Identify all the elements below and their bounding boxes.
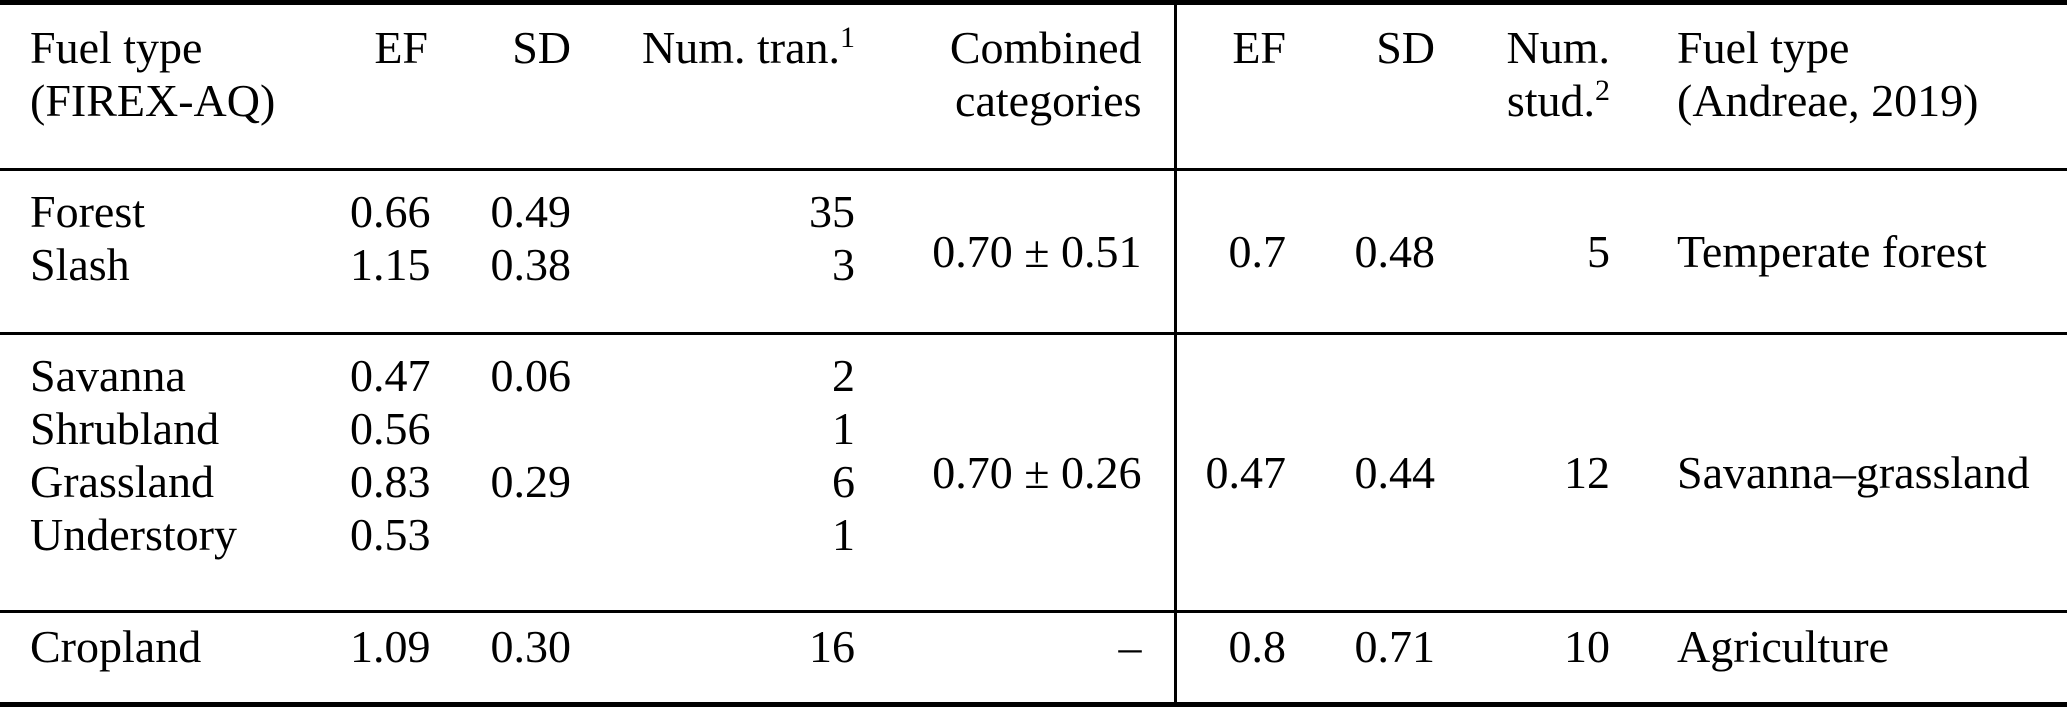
cell-ef-group: 0.47 0.56 0.83 0.53 bbox=[350, 334, 430, 612]
cell-sd-lit: 0.48 bbox=[1354, 226, 1436, 277]
table-row: Savanna Shrubland Grassland Understory 0… bbox=[0, 333, 2067, 612]
cell-sd-lit-label: 0.71 bbox=[1354, 621, 1436, 672]
cell-sd: 0.38 bbox=[490, 239, 572, 290]
cell-num-tran: 35 bbox=[809, 186, 855, 237]
header-num-transects-label: Num. tran.1 bbox=[573, 21, 855, 74]
cell-fuel-label: Cropland bbox=[30, 621, 202, 672]
cell-fuel: Shrubland bbox=[30, 403, 220, 454]
header-num-studies-line2: stud.2 bbox=[1437, 74, 1610, 127]
cell-num-stud: 12 bbox=[1564, 447, 1610, 498]
header-sd-firex-label: SD bbox=[512, 22, 571, 73]
cell-ef-label: 1.09 bbox=[350, 621, 430, 672]
header-row: Fuel type (FIREX-AQ) EF SD Num. tran.1 C… bbox=[0, 2, 2067, 170]
header-num-studies-text: stud. bbox=[1506, 75, 1595, 126]
cell-ef-group: 0.66 1.15 bbox=[350, 170, 430, 334]
header-fuel-type-line1: Fuel type bbox=[30, 22, 203, 73]
table-row: Forest Slash 0.66 1.15 0.49 0.38 35 3 0.… bbox=[0, 169, 2067, 334]
cell-fuel-andreae-label: Agriculture bbox=[1677, 621, 1890, 672]
header-fuel-type-andreae-line1: Fuel type bbox=[1677, 22, 1850, 73]
cell-num-tran: 16 bbox=[573, 612, 857, 705]
cell-ef-lit: 0.47 bbox=[1173, 333, 1288, 612]
header-fuel-type-line2: (FIREX-AQ) bbox=[30, 75, 276, 126]
header-num-transects: Num. tran.1 bbox=[573, 3, 857, 170]
header-ef-andreae: EF bbox=[1173, 2, 1288, 170]
cell-fuel: Slash bbox=[30, 239, 130, 290]
header-ef-firex: EF bbox=[350, 3, 430, 170]
cell-sd: 0.49 bbox=[490, 186, 572, 237]
cell-fuel-group: Savanna Shrubland Grassland Understory bbox=[0, 334, 350, 612]
cell-sd: 0.30 bbox=[430, 612, 573, 705]
cell-ef: 0.83 bbox=[350, 456, 430, 507]
header-sd-firex: SD bbox=[430, 3, 573, 170]
cell-num-tran: 6 bbox=[832, 456, 855, 507]
header-fuel-type-andreae-line2: (Andreae, 2019) bbox=[1677, 75, 1979, 126]
cell-sd: 0.29 bbox=[490, 456, 572, 507]
footnote-1-marker: 1 bbox=[840, 20, 855, 54]
footnote-2-marker: 2 bbox=[1595, 73, 1610, 107]
cell-num-tran: 2 bbox=[832, 350, 855, 401]
cell-combined: 0.70 ± 0.26 bbox=[932, 447, 1142, 498]
cell-sd: 0.06 bbox=[490, 350, 572, 401]
cell-ef: 0.47 bbox=[350, 350, 430, 401]
cell-sd-label: 0.30 bbox=[490, 621, 572, 672]
cell-sd-lit: 0.71 bbox=[1288, 612, 1437, 705]
cell-ef-lit-label: 0.8 bbox=[1228, 621, 1287, 672]
header-num-transects-text: Num. tran. bbox=[641, 22, 840, 73]
block-cropland: Cropland 1.09 0.30 16 – 0.8 0.71 10 bbox=[0, 611, 2067, 705]
cell-num-tran: 1 bbox=[832, 403, 855, 454]
cell-combined: 0.70 ± 0.51 bbox=[932, 226, 1142, 277]
block-forest-slash: Forest Slash 0.66 1.15 0.49 0.38 35 3 0.… bbox=[0, 169, 2067, 334]
header-num-studies-line1: Num. bbox=[1506, 22, 1611, 73]
cell-fuel: Understory bbox=[30, 509, 237, 560]
cell-num-stud-label: 10 bbox=[1564, 621, 1610, 672]
cell-combined: – bbox=[857, 612, 1175, 705]
cell-ef: 0.56 bbox=[350, 403, 430, 454]
header-ef-firex-label: EF bbox=[374, 22, 428, 73]
header-fuel-type-andreae: Fuel type (Andreae, 2019) bbox=[1612, 3, 2067, 170]
cell-fuel-group: Forest Slash bbox=[0, 170, 350, 334]
cell-fuel: Cropland bbox=[0, 612, 350, 705]
cell-ef-lit: 0.8 bbox=[1173, 611, 1288, 705]
header-fuel-type-firex-aq: Fuel type (FIREX-AQ) bbox=[0, 3, 350, 170]
cell-fuel-andreae: Agriculture bbox=[1612, 612, 2067, 705]
cell-ef: 0.66 bbox=[350, 186, 430, 237]
header-num-studies: Num. stud.2 bbox=[1437, 3, 1612, 170]
cell-sd-empty bbox=[430, 508, 571, 561]
cell-ef: 1.09 bbox=[350, 612, 430, 705]
cell-num-tran-group: 35 3 bbox=[573, 170, 857, 334]
cell-ef-lit: 0.7 bbox=[1173, 169, 1288, 334]
cell-fuel: Savanna bbox=[30, 350, 186, 401]
header-combined-categories: Combined categories bbox=[857, 3, 1175, 170]
cell-fuel: Forest bbox=[30, 186, 145, 237]
cell-ef: 0.53 bbox=[350, 509, 430, 560]
cell-ef: 1.15 bbox=[350, 239, 430, 290]
cell-combined-dash: – bbox=[1118, 621, 1142, 672]
cell-num-tran: 3 bbox=[832, 239, 855, 290]
header-combined-line1: Combined bbox=[949, 22, 1142, 73]
cell-num-tran-label: 16 bbox=[809, 621, 855, 672]
cell-sd-empty bbox=[430, 402, 571, 455]
cell-sd-group: 0.49 0.38 bbox=[430, 170, 573, 334]
cell-fuel-andreae: Savanna–grassland bbox=[1677, 447, 2030, 498]
header-ef-andreae-label: EF bbox=[1232, 22, 1286, 73]
cell-sd-lit: 0.44 bbox=[1354, 447, 1436, 498]
cell-fuel: Grassland bbox=[30, 456, 214, 507]
header-sd-andreae-label: SD bbox=[1376, 22, 1435, 73]
cell-sd-group: 0.06 0.29 bbox=[430, 334, 573, 612]
header-sd-andreae: SD bbox=[1288, 3, 1437, 170]
cell-num-tran: 1 bbox=[832, 509, 855, 560]
header-combined-line2: categories bbox=[955, 75, 1142, 126]
table-row: Cropland 1.09 0.30 16 – 0.8 0.71 10 bbox=[0, 611, 2067, 705]
cell-num-stud: 5 bbox=[1587, 226, 1610, 277]
cell-num-tran-group: 2 1 6 1 bbox=[573, 334, 857, 612]
cell-num-stud: 10 bbox=[1437, 612, 1612, 705]
block-savanna-grass: Savanna Shrubland Grassland Understory 0… bbox=[0, 333, 2067, 612]
table-header: Fuel type (FIREX-AQ) EF SD Num. tran.1 C… bbox=[0, 2, 2067, 170]
cell-fuel-andreae: Temperate forest bbox=[1677, 226, 1987, 277]
